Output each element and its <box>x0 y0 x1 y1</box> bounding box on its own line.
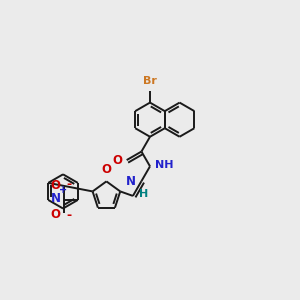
Text: NH: NH <box>155 160 174 170</box>
Text: O: O <box>101 163 111 176</box>
Text: O: O <box>112 154 122 166</box>
Text: O: O <box>51 179 61 192</box>
Text: -: - <box>67 178 72 191</box>
Text: +: + <box>59 185 67 195</box>
Text: H: H <box>139 189 148 200</box>
Text: -: - <box>67 208 72 222</box>
Text: Br: Br <box>143 76 157 86</box>
Text: N: N <box>126 175 136 188</box>
Text: O: O <box>51 208 61 221</box>
Text: N: N <box>51 192 61 205</box>
